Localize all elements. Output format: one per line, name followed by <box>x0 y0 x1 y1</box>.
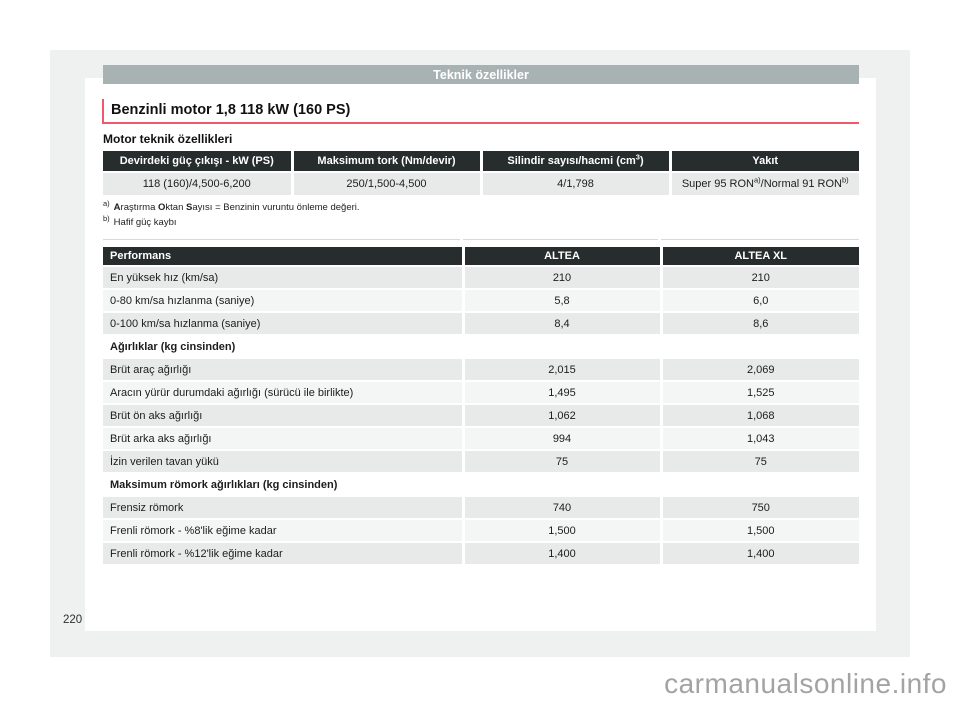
row-value: 8,4 <box>461 312 661 336</box>
section-label: Ağırlıklar (kg cinsinden) <box>103 335 859 359</box>
column-header: Maksimum tork (Nm/devir) <box>290 151 481 173</box>
row-label: Aracın yürür durumdaki ağırlığı (sürücü … <box>103 381 463 405</box>
column-header: Yakıt <box>668 151 859 173</box>
row-value: 75 <box>659 450 859 474</box>
table-row: Frensiz römork 740 750 <box>103 496 859 520</box>
row-value: 2,069 <box>659 358 859 382</box>
table-row: Aracın yürür durumdaki ağırlığı (sürücü … <box>103 381 859 405</box>
column-header: Silindir sayısı/hacmi (cm3) <box>479 151 670 173</box>
engine-heading-label: Benzinli motor 1,8 118 kW (160 PS) <box>111 102 351 118</box>
engine-specs-subheading: Motor teknik özellikleri <box>103 132 233 146</box>
footnote-marker: b) <box>103 213 110 223</box>
row-label: En yüksek hız (km/sa) <box>103 266 463 290</box>
table-row: Brüt arka aks ağırlığı 994 1,043 <box>103 427 859 451</box>
row-value: 5,8 <box>461 289 661 313</box>
column-header: ALTEA XL <box>659 247 859 267</box>
table-cell: 118 (160)/4,500-6,200 <box>103 172 292 195</box>
row-label: Frensiz römork <box>103 496 463 520</box>
row-value: 1,400 <box>659 542 859 566</box>
footnote-marker: a) <box>103 198 110 208</box>
table-row: 0-100 km/sa hızlanma (saniye) 8,4 8,6 <box>103 312 859 336</box>
row-value: 1,525 <box>659 381 859 405</box>
row-label: Frenli römork - %12'lik eğime kadar <box>103 542 463 566</box>
engine-table-header-row: Devirdeki güç çıkışı - kW (PS) Maksimum t… <box>103 151 859 173</box>
row-label: 0-80 km/sa hızlanma (saniye) <box>103 289 463 313</box>
table-row: 0-80 km/sa hızlanma (saniye) 5,8 6,0 <box>103 289 859 313</box>
row-value: 6,0 <box>659 289 859 313</box>
performance-table: Performans ALTEA ALTEA XL En yüksek hız (k… <box>103 247 859 566</box>
footnote-bold: S <box>186 202 193 213</box>
row-value: 1,400 <box>461 542 661 566</box>
footnotes: a) Araştırma Oktan Sayısı = Benzinin vuru… <box>103 198 360 231</box>
row-value: 1,068 <box>659 404 859 428</box>
watermark: carmanualsonline.info <box>664 668 947 699</box>
engine-heading: Benzinli motor 1,8 118 kW (160 PS) <box>102 99 859 124</box>
row-value: 210 <box>659 266 859 290</box>
table-row: Maksimum römork ağırlıkları (kg cinsinde… <box>103 473 859 497</box>
row-value: 1,500 <box>461 519 661 543</box>
table-row: İzin verilen tavan yükü 75 75 <box>103 450 859 474</box>
row-label: Brüt arka aks ağırlığı <box>103 427 463 451</box>
section-header-label: Teknik özellikler <box>433 67 529 82</box>
footnote: b) Hafif güç kaybı <box>103 213 177 228</box>
row-value: 1,062 <box>461 404 661 428</box>
row-value: 1,495 <box>461 381 661 405</box>
row-value: 750 <box>659 496 859 520</box>
table-row: Frenli römork - %12'lik eğime kadar 1,400… <box>103 542 859 566</box>
performance-table-header-row: Performans ALTEA ALTEA XL <box>103 247 859 267</box>
table-row: Brüt ön aks ağırlığı 1,062 1,068 <box>103 404 859 428</box>
divider-segment <box>463 239 658 240</box>
table-row: En yüksek hız (km/sa) 210 210 <box>103 266 859 290</box>
row-label: Brüt ön aks ağırlığı <box>103 404 463 428</box>
table-row: Ağırlıklar (kg cinsinden) <box>103 335 859 359</box>
row-value: 8,6 <box>659 312 859 336</box>
superscript: 3 <box>635 152 640 162</box>
column-header: Performans <box>103 247 463 267</box>
engine-specs-table: Devirdeki güç çıkışı - kW (PS) Maksimum t… <box>103 151 859 195</box>
row-value: 1,043 <box>659 427 859 451</box>
engine-table-data-row: 118 (160)/4,500-6,200 250/1,500-4,500 4/1,… <box>103 172 859 195</box>
table-row: Brüt araç ağırlığı 2,015 2,069 <box>103 358 859 382</box>
section-label: Maksimum römork ağırlıkları (kg cinsinde… <box>103 473 859 497</box>
divider-line <box>103 239 859 240</box>
footnote: a) Araştırma Oktan Sayısı = Benzinin vuru… <box>103 198 360 213</box>
footnote-bold: A <box>113 202 121 213</box>
row-value: 75 <box>461 450 661 474</box>
row-value: 2,015 <box>461 358 661 382</box>
column-header: ALTEA <box>461 247 661 267</box>
row-value: 210 <box>461 266 661 290</box>
table-cell: Super 95 RONa)/Normal 91 RONb) <box>668 172 859 195</box>
row-label: 0-100 km/sa hızlanma (saniye) <box>103 312 463 336</box>
row-label: Brüt araç ağırlığı <box>103 358 463 382</box>
row-value: 994 <box>461 427 661 451</box>
column-header: Devirdeki güç çıkışı - kW (PS) <box>103 151 292 173</box>
page-number: 220 <box>63 614 83 626</box>
superscript: b) <box>841 175 849 185</box>
row-label: Frenli römork - %8'lik eğime kadar <box>103 519 463 543</box>
table-cell: 250/1,500-4,500 <box>290 172 481 195</box>
divider-segment <box>661 239 859 240</box>
section-header-bar: Teknik özellikler <box>103 65 859 84</box>
table-cell: 4/1,798 <box>479 172 670 195</box>
table-row: Frenli römork - %8'lik eğime kadar 1,500 1… <box>103 519 859 543</box>
footnote-bold: O <box>158 202 166 213</box>
row-label: İzin verilen tavan yükü <box>103 450 463 474</box>
divider-segment <box>103 239 460 240</box>
row-value: 1,500 <box>659 519 859 543</box>
row-value: 740 <box>461 496 661 520</box>
superscript: a) <box>754 175 761 185</box>
